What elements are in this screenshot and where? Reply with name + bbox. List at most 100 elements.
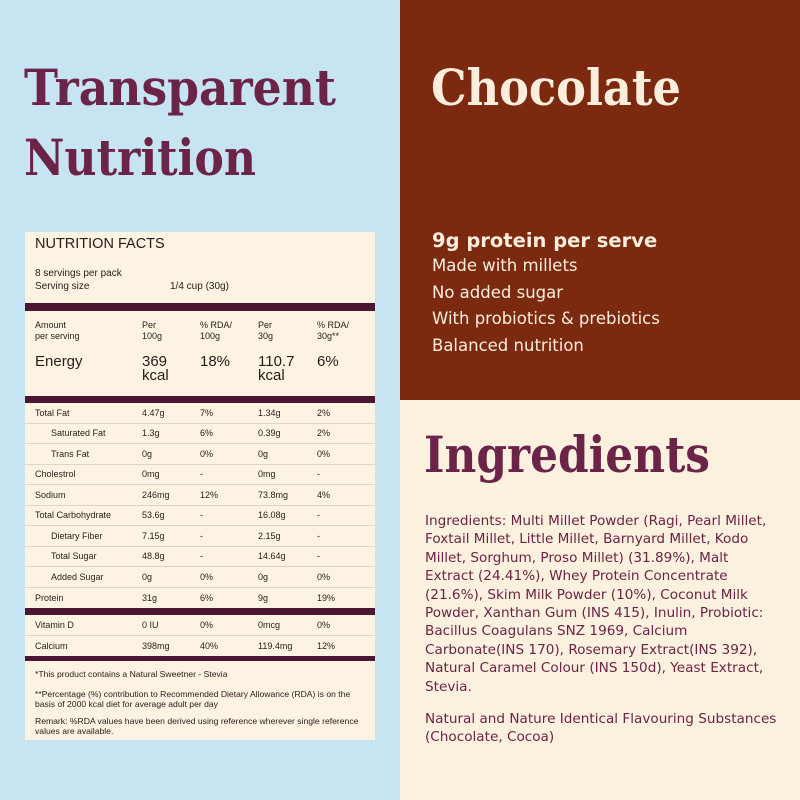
header-line: 100g <box>200 331 221 341</box>
nutrient-row: Protein 31g 6% 9g 19% <box>25 588 375 609</box>
nutrient-cell: 6% <box>200 592 214 603</box>
nutrient-row: Saturated Fat 1.3g 6% 0.39g 2% <box>25 424 375 444</box>
header-cell: Per 100g <box>142 320 200 355</box>
nutrient-cell: 12% <box>317 640 336 651</box>
highlight: 9g protein per serve <box>432 229 658 252</box>
header-line: Amount <box>35 320 67 330</box>
header-line: per serving <box>35 331 80 341</box>
nutrient-cell: 0% <box>200 448 214 459</box>
energy-cell: 369 kcal <box>142 353 169 384</box>
ingredients-paragraph: Natural and Nature Identical Flavouring … <box>425 711 777 746</box>
nutrient-cell: 0 IU <box>142 619 159 630</box>
product-name: Chocolate <box>431 58 681 117</box>
product-panel <box>400 0 800 400</box>
nutrient-cell: 398mg <box>142 640 170 651</box>
nutrient-row: Calcium 398mg 40% 119.4mg 12% <box>25 636 375 657</box>
title-line: Transparent <box>24 58 336 117</box>
nutrient-cell: - <box>317 530 320 541</box>
nutrient-cell: 0mcg <box>258 619 281 630</box>
nutrient-cell: 0.39g <box>258 428 281 439</box>
nutrient-cell: - <box>317 469 320 480</box>
table-header: Amount per serving Per 100g% RDA/100g Per 30g… <box>25 311 375 355</box>
footnote: **Percentage (%) contribution to Recomme… <box>35 688 351 710</box>
energy-cell: 6% <box>317 353 339 370</box>
footnote: *This product contains a Natural Sweetne… <box>35 669 228 679</box>
nutrient-cell: 48.8g <box>142 551 165 562</box>
nutrition-table: Amount per serving Per 100g% RDA/100g Per 30g… <box>25 311 375 661</box>
nutrient-cell: 119.4mg <box>258 640 293 651</box>
nutrient-cell: 0% <box>200 571 214 582</box>
nutrient-cell: 53.6g <box>142 510 165 521</box>
header-line: Per <box>142 320 157 330</box>
feature-list: Made with millets No added sugar With prob… <box>432 256 782 363</box>
nutrient-cell: 7% <box>200 407 214 418</box>
nutrient-cell: 2% <box>317 407 331 418</box>
energy-cell: Energy <box>35 353 83 370</box>
nutrient-cell: - <box>200 530 203 541</box>
nutrient-row: Total Fat 4.47g 7% 1.34g 2% <box>25 403 375 424</box>
ingredients-heading: Ingredients <box>424 425 710 484</box>
nutrient-cell: Sodium <box>35 489 66 500</box>
nutrient-cell: 1.34g <box>258 407 281 418</box>
energy-cell: 110.7 kcal <box>258 353 295 384</box>
nutrient-cell: 0g <box>142 571 153 582</box>
header-line: % RDA/ <box>317 320 350 330</box>
nutrient-cell: 14.64g <box>258 551 286 562</box>
nutrient-cell: Added Sugar <box>51 571 104 582</box>
nutrient-cell: 0g <box>142 448 153 459</box>
nutrient-cell: 6% <box>200 428 214 439</box>
header-line: 30g <box>258 331 274 341</box>
features: 9g protein per serve Made with millets No… <box>432 229 782 363</box>
nutrient-cell: 16.08g <box>258 510 286 521</box>
header-line: 100g <box>142 331 163 341</box>
title-line: Nutrition <box>24 128 256 187</box>
nutrient-cell: 2.15g <box>258 530 281 541</box>
nutrient-cell: - <box>200 510 203 521</box>
header-line: 30g** <box>317 331 340 341</box>
serving-size: 1/4 cup (30g) <box>170 281 229 292</box>
serving-size-label: Serving size <box>35 281 90 292</box>
nutrient-cell: 0g <box>258 571 269 582</box>
nutrient-row: Added Sugar 0g 0% 0g 0% <box>25 567 375 588</box>
nutrient-cell: 0g <box>258 448 269 459</box>
footnotes: *This product contains a Natural Sweetne… <box>25 661 375 737</box>
nutrient-cell: 0% <box>317 571 331 582</box>
footnote: Remark: %RDA values have been derived us… <box>35 715 359 737</box>
nutrient-cell: 19% <box>317 592 336 603</box>
ingredients-text: Ingredients: Multi Millet Powder (Ragi, … <box>425 512 777 761</box>
nutrition-card: NUTRITION FACTS 8 servings per pack Serv… <box>25 232 375 740</box>
nutrient-cell: Saturated Fat <box>51 428 106 439</box>
nutrient-cell: 1.3g <box>142 428 160 439</box>
ingredients-paragraph: Ingredients: Multi Millet Powder (Ragi, … <box>425 513 767 695</box>
divider <box>25 303 375 311</box>
nutrient-cell: 0% <box>200 619 214 630</box>
divider <box>25 656 375 661</box>
nutrient-row: Trans Fat 0g 0% 0g 0% <box>25 444 375 465</box>
nutrient-cell: - <box>200 551 203 562</box>
nutrient-cell: - <box>317 551 320 562</box>
nutrient-cell: 0mg <box>142 469 160 480</box>
feature: Made with millets <box>432 256 578 275</box>
nutrient-row: Dietary Fiber 7.15g - 2.15g - <box>25 526 375 547</box>
nutrient-cell: Total Sugar <box>51 551 97 562</box>
nutrient-cell: 7.15g <box>142 530 165 541</box>
nutrient-cell: 31g <box>142 592 158 603</box>
energy-cell: 18% <box>200 353 231 370</box>
nutrient-cell: Dietary Fiber <box>51 530 103 541</box>
nutrient-row: Total Sugar 48.8g - 14.64g - <box>25 547 375 567</box>
feature: With probiotics & prebiotics <box>432 309 660 329</box>
nutrient-cell: Cholestrol <box>35 469 76 480</box>
nutrient-cell: Total Carbohydrate <box>35 510 112 521</box>
nutrient-cell: Calcium <box>35 640 68 651</box>
nutrient-cell: 246mg <box>142 489 170 500</box>
nutrient-cell: 40% <box>200 640 219 651</box>
nutrient-cell: Trans Fat <box>51 448 90 459</box>
nutrient-row: Cholestrol 0mg - 0mg - <box>25 465 375 485</box>
nutrient-cell: - <box>200 469 203 480</box>
nutrient-cell: 0% <box>317 619 331 630</box>
nutrient-row: Sodium 246mg 12% 73.8mg 4% <box>25 485 375 506</box>
header-cell: Per 30g <box>258 320 317 355</box>
energy-row: Energy 369 kcal 18% 110.7 kcal 6% <box>25 353 375 396</box>
